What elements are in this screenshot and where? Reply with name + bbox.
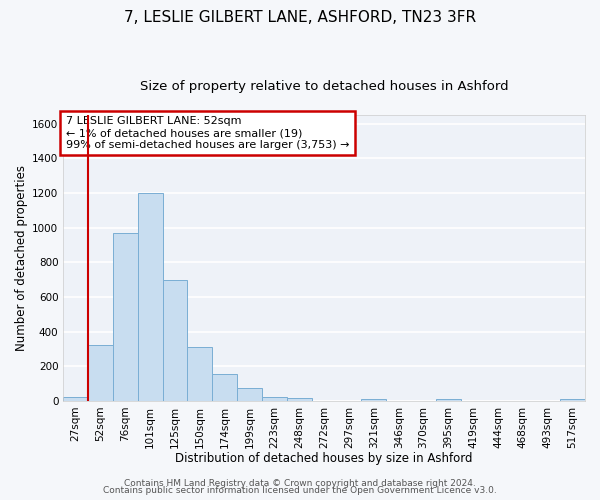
Bar — [187, 347, 212, 401]
Text: 7 LESLIE GILBERT LANE: 52sqm
← 1% of detached houses are smaller (19)
99% of sem: 7 LESLIE GILBERT LANE: 52sqm ← 1% of det… — [66, 116, 349, 150]
Bar — [63, 396, 88, 401]
X-axis label: Distribution of detached houses by size in Ashford: Distribution of detached houses by size … — [175, 452, 473, 465]
Text: Contains public sector information licensed under the Open Government Licence v3: Contains public sector information licen… — [103, 486, 497, 495]
Bar — [212, 374, 237, 401]
Bar — [163, 280, 187, 401]
Text: 7, LESLIE GILBERT LANE, ASHFORD, TN23 3FR: 7, LESLIE GILBERT LANE, ASHFORD, TN23 3F… — [124, 10, 476, 25]
Bar — [88, 344, 113, 401]
Y-axis label: Number of detached properties: Number of detached properties — [15, 165, 28, 351]
Bar — [262, 396, 287, 401]
Bar — [138, 193, 163, 401]
Bar — [361, 399, 386, 401]
Bar — [237, 388, 262, 401]
Title: Size of property relative to detached houses in Ashford: Size of property relative to detached ho… — [140, 80, 508, 93]
Bar — [113, 233, 138, 401]
Text: Contains HM Land Registry data © Crown copyright and database right 2024.: Contains HM Land Registry data © Crown c… — [124, 478, 476, 488]
Bar — [436, 400, 461, 401]
Bar — [287, 398, 312, 401]
Bar — [560, 399, 585, 401]
